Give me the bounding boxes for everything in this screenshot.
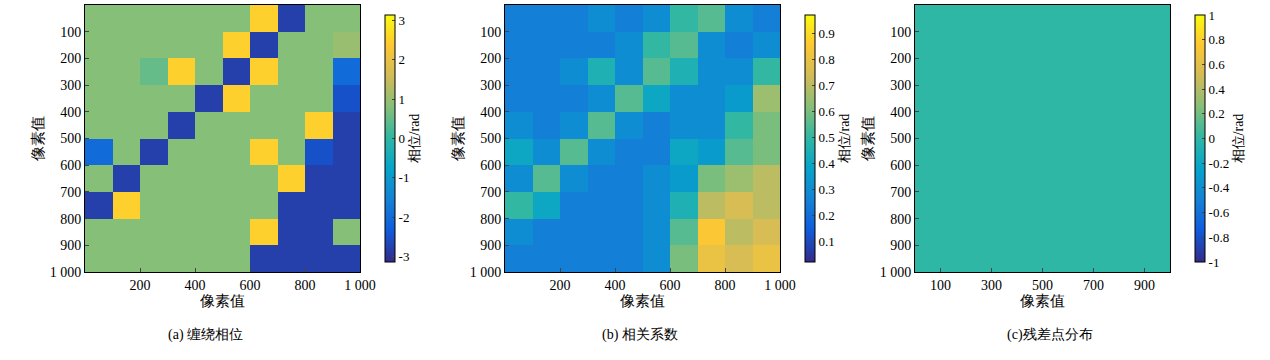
svg-text:600: 600 xyxy=(60,158,81,173)
svg-text:1 000: 1 000 xyxy=(470,265,502,280)
svg-text:700: 700 xyxy=(1083,278,1104,293)
svg-text:600: 600 xyxy=(480,158,501,173)
svg-text:0.6: 0.6 xyxy=(1209,57,1226,72)
svg-text:100: 100 xyxy=(60,25,81,40)
svg-text:(c)残差点分布: (c)残差点分布 xyxy=(1007,327,1093,343)
svg-text:0.1: 0.1 xyxy=(819,234,835,249)
svg-text:1 000: 1 000 xyxy=(880,265,912,280)
svg-text:800: 800 xyxy=(60,212,81,227)
svg-text:相位/rad: 相位/rad xyxy=(407,114,422,164)
svg-text:像素值: 像素值 xyxy=(200,293,245,309)
svg-text:100: 100 xyxy=(480,25,501,40)
svg-text:200: 200 xyxy=(480,51,501,66)
svg-text:500: 500 xyxy=(60,131,81,146)
svg-text:600: 600 xyxy=(890,158,911,173)
svg-text:600: 600 xyxy=(240,278,261,293)
svg-text:900: 900 xyxy=(480,238,501,253)
svg-text:0: 0 xyxy=(1209,131,1216,146)
svg-text:300: 300 xyxy=(60,78,81,93)
svg-text:像素值: 像素值 xyxy=(450,116,466,161)
svg-text:-1: -1 xyxy=(1209,255,1220,270)
svg-text:0.4: 0.4 xyxy=(819,156,836,171)
svg-text:500: 500 xyxy=(480,131,501,146)
svg-text:300: 300 xyxy=(480,78,501,93)
svg-text:900: 900 xyxy=(890,238,911,253)
svg-text:-1: -1 xyxy=(399,170,410,185)
svg-text:200: 200 xyxy=(130,278,151,293)
svg-text:400: 400 xyxy=(605,278,626,293)
svg-text:0.3: 0.3 xyxy=(819,182,835,197)
svg-text:1 000: 1 000 xyxy=(344,278,376,293)
svg-text:2: 2 xyxy=(399,52,406,67)
svg-text:300: 300 xyxy=(981,278,1002,293)
svg-text:1 000: 1 000 xyxy=(764,278,796,293)
svg-text:800: 800 xyxy=(890,212,911,227)
svg-text:像素值: 像素值 xyxy=(860,116,876,161)
svg-text:-3: -3 xyxy=(399,249,410,264)
svg-text:800: 800 xyxy=(295,278,316,293)
svg-text:-0.8: -0.8 xyxy=(1209,230,1230,245)
svg-text:400: 400 xyxy=(890,105,911,120)
svg-text:300: 300 xyxy=(890,78,911,93)
svg-text:相位/rad: 相位/rad xyxy=(837,114,852,164)
svg-text:200: 200 xyxy=(550,278,571,293)
svg-text:3: 3 xyxy=(399,13,406,28)
svg-text:800: 800 xyxy=(480,212,501,227)
svg-text:800: 800 xyxy=(715,278,736,293)
svg-text:0.5: 0.5 xyxy=(819,130,835,145)
svg-text:0.6: 0.6 xyxy=(819,104,836,119)
svg-text:-2: -2 xyxy=(399,210,410,225)
svg-text:-0.4: -0.4 xyxy=(1209,180,1230,195)
svg-text:1 000: 1 000 xyxy=(50,265,82,280)
svg-text:200: 200 xyxy=(890,51,911,66)
svg-text:400: 400 xyxy=(185,278,206,293)
svg-text:0.8: 0.8 xyxy=(819,52,835,67)
svg-text:(b) 相关系数: (b) 相关系数 xyxy=(602,327,678,343)
svg-text:-0.6: -0.6 xyxy=(1209,205,1230,220)
svg-text:0: 0 xyxy=(399,131,406,146)
svg-text:1: 1 xyxy=(1209,8,1216,23)
svg-text:0.2: 0.2 xyxy=(819,208,835,223)
svg-text:700: 700 xyxy=(60,185,81,200)
svg-text:-0.2: -0.2 xyxy=(1209,156,1230,171)
svg-text:0.9: 0.9 xyxy=(819,26,835,41)
svg-text:500: 500 xyxy=(890,131,911,146)
svg-text:像素值: 像素值 xyxy=(620,293,665,309)
svg-text:700: 700 xyxy=(890,185,911,200)
svg-text:900: 900 xyxy=(1134,278,1155,293)
svg-text:200: 200 xyxy=(60,51,81,66)
svg-text:0.4: 0.4 xyxy=(1209,82,1226,97)
svg-text:像素值: 像素值 xyxy=(30,116,46,161)
svg-text:700: 700 xyxy=(480,185,501,200)
svg-text:400: 400 xyxy=(60,105,81,120)
svg-text:600: 600 xyxy=(660,278,681,293)
svg-text:400: 400 xyxy=(480,105,501,120)
svg-text:(a) 缠绕相位: (a) 缠绕相位 xyxy=(168,327,243,343)
svg-text:0.7: 0.7 xyxy=(819,78,836,93)
svg-text:像素值: 像素值 xyxy=(1020,293,1065,309)
svg-text:500: 500 xyxy=(1032,278,1053,293)
svg-text:1: 1 xyxy=(399,92,406,107)
svg-text:0.2: 0.2 xyxy=(1209,106,1225,121)
svg-text:0.8: 0.8 xyxy=(1209,32,1225,47)
svg-text:100: 100 xyxy=(930,278,951,293)
svg-text:相位/rad: 相位/rad xyxy=(1231,114,1246,164)
svg-text:100: 100 xyxy=(890,25,911,40)
svg-text:900: 900 xyxy=(60,238,81,253)
